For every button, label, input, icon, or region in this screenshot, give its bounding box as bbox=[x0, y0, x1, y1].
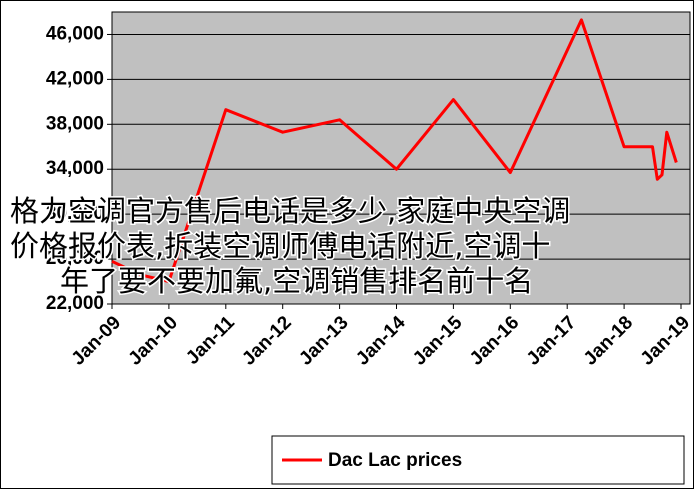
annotation: 价格报价表,拆装空调师傅电话附近,空调十 bbox=[10, 229, 550, 263]
data-line bbox=[111, 18, 678, 283]
y-tick-label: 38,000 bbox=[46, 113, 104, 134]
y-tick-label: 22,000 bbox=[46, 293, 104, 314]
annotation: 格力空调官方售后电话是多少,家庭中央空调 bbox=[10, 194, 570, 228]
legend bbox=[271, 435, 685, 485]
legend-label: Dac Lac prices bbox=[328, 450, 462, 471]
y-tick-label: 30,000 bbox=[46, 203, 104, 224]
y-tick-label: 42,000 bbox=[46, 68, 104, 89]
y-tick-label: 46,000 bbox=[46, 23, 104, 44]
y-tick-label: 26,000 bbox=[46, 248, 104, 269]
y-tick-label: 34,000 bbox=[46, 158, 104, 179]
annotation: 年了要不要加氟,空调销售排名前十名 bbox=[60, 264, 533, 298]
